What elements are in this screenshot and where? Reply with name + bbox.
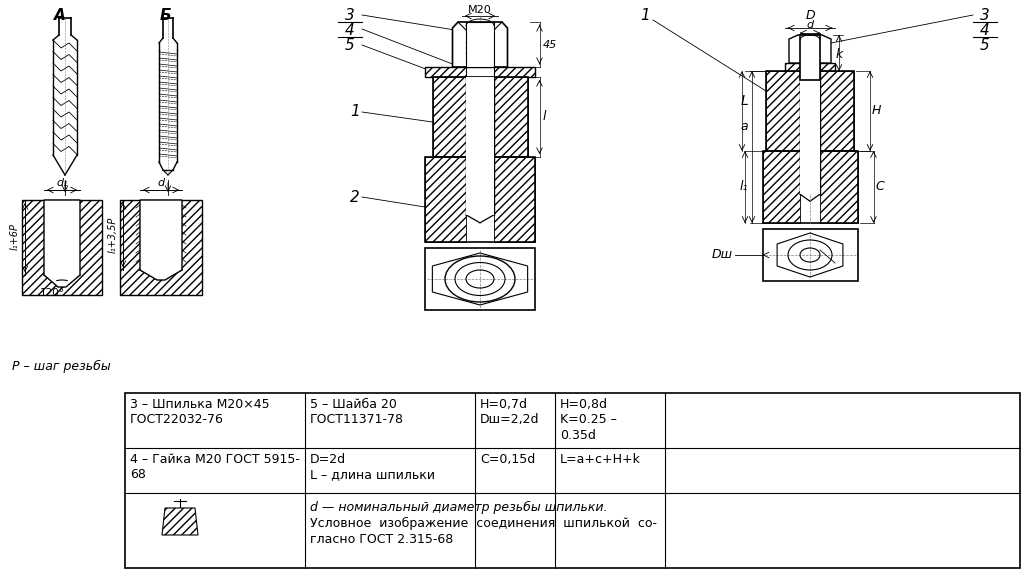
Text: K=0.25 –: K=0.25 – [560,413,616,426]
Bar [425,157,535,242]
Text: l: l [543,111,546,123]
Text: C: C [876,180,885,193]
Text: Dш: Dш [712,249,732,262]
Text: d₁: d₁ [56,178,68,188]
Text: 4 – Гайка М20 ГОСТ 5915-: 4 – Гайка М20 ГОСТ 5915- [130,453,300,466]
Text: H=0,8d: H=0,8d [560,398,608,411]
Polygon shape [453,22,508,67]
Text: L – длина шпильки: L – длина шпильки [310,468,435,481]
Text: ГОСТ11371-78: ГОСТ11371-78 [310,413,404,426]
Text: d: d [807,20,813,30]
Text: 4: 4 [345,23,355,38]
Text: 45: 45 [543,40,557,49]
Bar [466,77,494,157]
Polygon shape [466,22,494,67]
Bar [425,67,535,77]
Bar [125,393,1020,568]
Text: 68: 68 [130,468,145,481]
Text: d: d [158,178,165,188]
Text: 3: 3 [980,8,990,23]
Polygon shape [44,200,80,287]
Text: d — номинальный диаметр резьбы шпильки.: d — номинальный диаметр резьбы шпильки. [310,501,607,514]
Text: H: H [872,104,882,118]
Text: 0.35d: 0.35d [560,429,596,442]
Text: l₁+3,5P: l₁+3,5P [108,217,118,253]
Text: k: k [836,48,843,60]
Text: a: a [740,119,748,133]
Text: D=2d: D=2d [310,453,346,466]
Polygon shape [120,200,202,295]
Bar [425,248,535,310]
Text: H=0,7d: H=0,7d [480,398,528,411]
Text: l₁+6P: l₁+6P [10,223,20,250]
Polygon shape [790,35,831,63]
Text: 1: 1 [350,104,360,119]
Text: D: D [805,9,815,22]
Text: 5: 5 [345,38,355,53]
Bar [785,63,835,71]
Text: А: А [54,8,66,23]
Text: 4: 4 [980,23,990,38]
Text: ГОСТ22032-76: ГОСТ22032-76 [130,413,224,426]
Text: L=a+c+H+k: L=a+c+H+k [560,453,641,466]
Text: 3 – Шпилька М20×45: 3 – Шпилька М20×45 [130,398,269,411]
Text: C=0,15d: C=0,15d [480,453,536,466]
Text: 120°: 120° [40,288,65,298]
Text: l₁: l₁ [739,180,748,193]
Text: 5: 5 [980,38,990,53]
Text: Б: Б [159,8,171,23]
Bar [800,71,820,151]
Text: M20: M20 [468,5,492,15]
Bar [763,229,857,281]
Bar [766,71,854,151]
Bar [466,157,494,215]
Bar [800,151,820,194]
Polygon shape [140,200,182,280]
Polygon shape [22,200,102,295]
Text: Условное  изображение  соединения  шпилькой  со-: Условное изображение соединения шпилькой… [310,517,657,530]
Text: 2: 2 [350,189,360,204]
Text: Р – шаг резьбы: Р – шаг резьбы [12,360,111,373]
Bar [432,77,527,157]
Text: Dш=2,2d: Dш=2,2d [480,413,540,426]
Bar [800,35,820,80]
Text: гласно ГОСТ 2.315-68: гласно ГОСТ 2.315-68 [310,533,454,546]
Text: 1: 1 [640,8,650,23]
Text: 5 – Шайба 20: 5 – Шайба 20 [310,398,397,411]
Text: L: L [740,94,748,108]
Bar [763,151,857,223]
Text: 3: 3 [345,8,355,23]
